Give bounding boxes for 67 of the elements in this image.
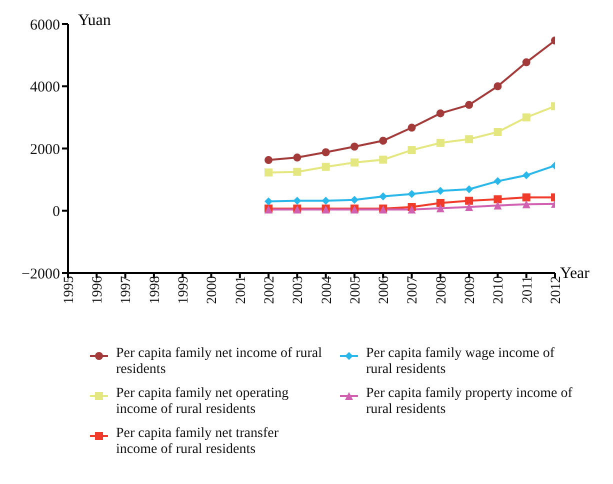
- point: [436, 138, 444, 147]
- x-tick-label: 2005: [348, 276, 364, 304]
- point: [522, 171, 530, 180]
- x-tick-label: 2008: [434, 276, 450, 304]
- point: [465, 203, 474, 212]
- point: [350, 142, 358, 151]
- point: [379, 156, 388, 164]
- point: [264, 156, 273, 164]
- point: [293, 196, 302, 205]
- point: [408, 206, 416, 214]
- legend-label: Per capita family property income of rural residents: [366, 386, 573, 418]
- point: [408, 124, 416, 132]
- x-tick-label: 2002: [262, 276, 278, 304]
- point: [293, 154, 302, 162]
- point: [465, 135, 474, 144]
- point: [522, 193, 530, 202]
- legend-label: Per capita family net transfer income of rural residents: [116, 426, 280, 458]
- x-tick-label: 2000: [205, 276, 220, 304]
- x-tick-label: 1995: [62, 276, 77, 304]
- x-tick-label: 2011: [520, 276, 536, 304]
- point: [465, 185, 474, 194]
- x-tick-label: 1996: [90, 276, 106, 304]
- point: [436, 204, 444, 212]
- point: [494, 177, 502, 186]
- point: [494, 195, 502, 204]
- point: [522, 58, 530, 66]
- legend-label: Per capita family net income of rural residents: [116, 346, 323, 378]
- point: [436, 109, 444, 118]
- y-tick-label: −2000: [22, 266, 60, 282]
- y-tick-label: 6000: [30, 17, 60, 34]
- point: [465, 196, 474, 205]
- legend-label: Per capita family net operating income of rural residents: [116, 386, 290, 418]
- point: [436, 186, 444, 195]
- point: [494, 128, 502, 136]
- point: [494, 82, 502, 90]
- x-tick-label: 1998: [148, 276, 163, 304]
- y-tick-label: 2000: [30, 142, 60, 158]
- point: [322, 148, 330, 156]
- point: [293, 168, 302, 176]
- point: [379, 136, 388, 145]
- x-tick-label: 2001: [234, 276, 249, 304]
- point: [379, 192, 388, 200]
- point: [494, 201, 502, 210]
- x-tick-label: 2010: [492, 276, 507, 304]
- point: [264, 168, 273, 176]
- legend-label: Per capita family wage income of rural residents: [366, 346, 556, 378]
- point: [322, 162, 330, 171]
- y-tick-label: 0: [52, 204, 60, 220]
- point: [322, 196, 330, 205]
- x-tick-label: 2009: [463, 276, 478, 304]
- point: [350, 158, 358, 167]
- point: [350, 196, 358, 204]
- point: [408, 190, 416, 198]
- x-tick-label: 1997: [119, 276, 134, 304]
- x-tick-label: 1999: [176, 276, 192, 304]
- x-tick-label: 2007: [406, 276, 421, 304]
- point: [522, 200, 530, 208]
- x-tick-label: 2006: [377, 276, 392, 304]
- y-tick-label: 4000: [30, 80, 60, 96]
- y-axis-title: Yuan: [78, 12, 111, 30]
- point: [465, 100, 474, 109]
- point: [408, 146, 416, 154]
- point: [522, 113, 530, 122]
- x-tick-label: 2003: [291, 276, 306, 304]
- point: [436, 198, 444, 207]
- point: [264, 197, 273, 206]
- x-tick-label: 2004: [320, 276, 335, 304]
